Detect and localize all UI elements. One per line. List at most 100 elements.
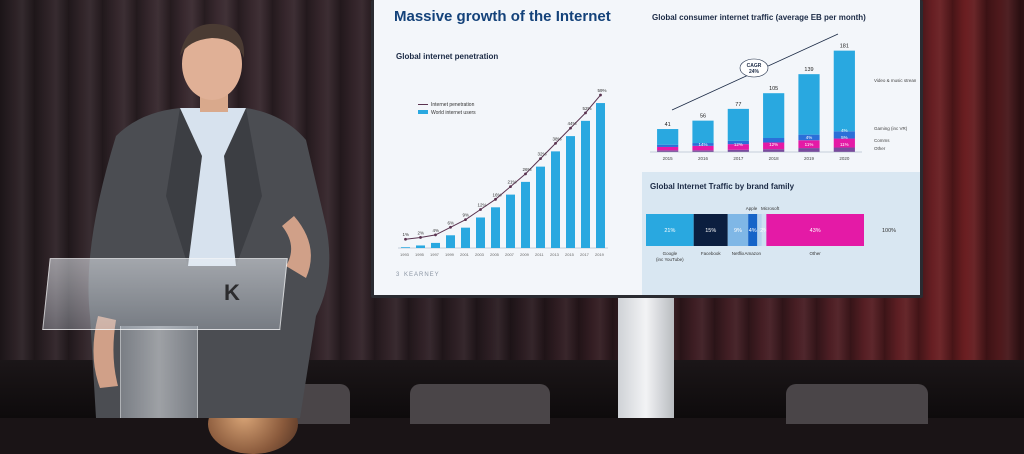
traffic-chart: 41 2015 56 2016 14% 77 2017 12% 105 2018 12% 139 201…: [650, 33, 916, 161]
legend-swatch: [418, 110, 428, 114]
brand-value-label: 9%: [734, 228, 742, 234]
traffic-segment: [727, 108, 749, 141]
brand-name-label: Apple: [746, 206, 758, 211]
presentation-screen: Massive growth of the Internet Global in…: [371, 0, 923, 298]
brand-segment: [693, 214, 728, 246]
x-tick-label: 2015: [663, 156, 674, 161]
penetration-label: 38%: [553, 136, 562, 141]
brand-name-label: Google: [663, 251, 678, 256]
user-bar: [461, 227, 470, 248]
traffic-segment: [657, 150, 679, 152]
brand-segment: [748, 214, 758, 246]
cagr-label: CAGR: [747, 63, 762, 69]
segment-label: 5%: [841, 135, 848, 140]
user-bar: [551, 151, 560, 248]
x-tick-label: 2017: [733, 156, 744, 161]
segment-label: 12%: [769, 142, 778, 147]
brand-segment: [766, 214, 864, 246]
traffic-segment: [692, 120, 714, 144]
x-tick-label: 2007: [505, 252, 515, 257]
x-tick-label: 1997: [430, 252, 440, 257]
slide: Massive growth of the Internet Global in…: [374, 0, 920, 295]
x-tick-label: 2001: [460, 252, 470, 257]
brand-value-label: 2%: [760, 228, 768, 234]
penetration-line: [405, 94, 601, 240]
penetration-label: 59%: [598, 88, 607, 93]
brand-name-label: Netflix: [732, 251, 745, 256]
penetration-label: 16%: [493, 192, 502, 197]
legend-label: Gaming (inc VR): [874, 126, 908, 131]
user-bar: [566, 136, 575, 248]
traffic-segment: [798, 140, 820, 149]
x-tick-label: 2015: [565, 252, 575, 257]
brand-total-label: 100%: [882, 228, 896, 234]
chair: [786, 384, 928, 424]
x-tick-label: 2017: [580, 252, 590, 257]
screen-stand: [618, 298, 674, 418]
total-label: 77: [735, 102, 741, 108]
user-bar: [401, 247, 410, 248]
brand-panel: Global Internet Traffic by brand family …: [642, 172, 920, 295]
penetration-label: 52%: [583, 106, 592, 111]
penetration-label: 4%: [433, 228, 440, 233]
penetration-label: 1%: [403, 232, 410, 237]
penetration-point: [479, 208, 482, 211]
traffic-segment: [657, 144, 679, 147]
brand-value-label: 21%: [664, 228, 675, 234]
penetration-point: [524, 172, 527, 176]
user-bar: [581, 120, 590, 248]
traffic-segment: [727, 149, 749, 152]
legend-label: Comms: [874, 138, 890, 143]
traffic-segment: [727, 140, 749, 145]
traffic-segment: [657, 146, 679, 151]
user-bar: [431, 242, 440, 248]
legend-label: World internet users: [431, 110, 476, 116]
penetration-point: [599, 93, 602, 97]
user-bar: [476, 217, 485, 248]
penetration-point: [419, 236, 422, 239]
penetration-label: 6%: [448, 220, 455, 225]
legend-label: Internet penetration: [431, 102, 475, 108]
user-bar: [506, 194, 515, 248]
page-number: 3: [396, 272, 400, 278]
penetration-point: [554, 141, 557, 145]
x-tick-label: 1999: [445, 252, 455, 257]
traffic-segment: [727, 144, 749, 150]
penetration-label: 44%: [568, 121, 577, 126]
traffic-segment: [833, 131, 855, 139]
penetration-point: [434, 233, 437, 237]
traffic-segment: [763, 138, 785, 143]
penetration-point: [584, 111, 587, 115]
slide-title: Massive growth of the Internet: [394, 8, 611, 25]
x-tick-label: 2018: [769, 156, 780, 161]
segment-label: 12%: [734, 142, 743, 147]
total-label: 181: [840, 44, 849, 50]
internet-penetration-chart: 1% 2% 4% 6% 9% 12% 16% 21% 26% 32% 38% 44% 52% 59% 199…: [398, 88, 608, 257]
penetration-point: [569, 126, 572, 130]
brand-segment: [646, 214, 694, 246]
cagr-value: 24%: [749, 69, 760, 75]
x-tick-label: 2019: [595, 252, 605, 257]
penetration-point: [404, 237, 407, 241]
chair: [410, 384, 550, 424]
penetration-point: [449, 225, 452, 229]
segment-label: 4%: [841, 128, 848, 133]
brand-traffic-chart: 21% Google(inc YouTube) 15% Facebook 9% Netfl…: [646, 206, 896, 262]
x-tick-label: 2013: [550, 252, 560, 257]
user-bar: [521, 181, 530, 248]
podium-post: [120, 326, 198, 418]
traffic-segment: [692, 145, 714, 151]
user-bar: [491, 207, 500, 248]
x-tick-label: 2005: [490, 252, 500, 257]
total-label: 105: [769, 86, 778, 92]
penetration-label: 9%: [463, 213, 470, 218]
traffic-segment: [763, 142, 785, 150]
total-label: 139: [804, 67, 813, 73]
brand-name-label: Other: [810, 251, 822, 256]
user-bar: [536, 166, 545, 248]
podium: [42, 258, 288, 330]
brand-segment: [757, 214, 762, 246]
penetration-label: 2%: [418, 230, 425, 235]
brand-name-label: Facebook: [701, 251, 722, 256]
segment-label: 11%: [840, 142, 849, 147]
